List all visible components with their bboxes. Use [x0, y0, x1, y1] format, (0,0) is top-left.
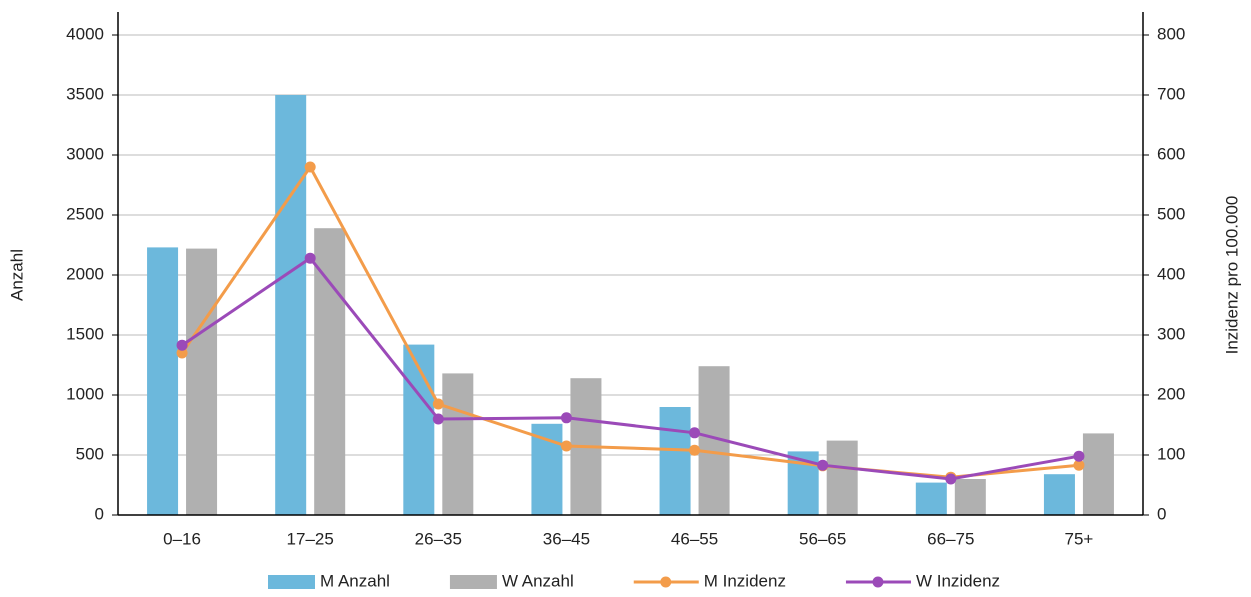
- bar: [186, 248, 218, 515]
- bar: [275, 95, 307, 515]
- y2-tick-label: 100: [1157, 444, 1185, 463]
- y2-tick-label: 300: [1157, 324, 1185, 343]
- y-tick-label: 2000: [66, 264, 104, 283]
- y-tick-label: 500: [76, 444, 104, 463]
- line-point: [176, 347, 188, 359]
- bar: [403, 344, 435, 515]
- bar: [1043, 474, 1075, 515]
- bar: [147, 247, 179, 515]
- y-tick-label: 1000: [66, 384, 104, 403]
- x-tick-label: 26–35: [415, 529, 462, 548]
- y-tick-label: 2500: [66, 204, 104, 223]
- x-tick-label: 0–16: [163, 529, 201, 548]
- line-point: [560, 412, 572, 424]
- y2-tick-label: 800: [1157, 24, 1185, 43]
- bar: [826, 440, 858, 515]
- y-tick-label: 0: [95, 504, 104, 523]
- line-point: [945, 473, 957, 485]
- line-point: [560, 440, 572, 452]
- x-tick-label: 36–45: [543, 529, 590, 548]
- bar: [442, 373, 474, 515]
- x-tick-label: 56–65: [799, 529, 846, 548]
- y2-tick-label: 600: [1157, 144, 1185, 163]
- line-point: [432, 398, 444, 410]
- legend-swatch: [660, 576, 672, 588]
- x-tick-label: 46–55: [671, 529, 718, 548]
- bar: [659, 407, 691, 515]
- legend-swatch: [268, 575, 315, 589]
- line-point: [1073, 459, 1085, 471]
- y2-tick-label: 500: [1157, 204, 1185, 223]
- bar: [915, 482, 947, 515]
- line-point: [432, 413, 444, 425]
- x-tick-label: 17–25: [287, 529, 334, 548]
- y2-tick-label: 0: [1157, 504, 1166, 523]
- bar: [954, 479, 986, 515]
- line-point: [304, 252, 316, 264]
- y-axis-title: Anzahl: [7, 249, 26, 301]
- line-point: [689, 427, 701, 439]
- bar: [314, 228, 346, 515]
- x-tick-label: 75+: [1065, 529, 1094, 548]
- y-tick-label: 4000: [66, 24, 104, 43]
- y2-axis-title: Inzidenz pro 100.000: [1222, 196, 1241, 355]
- line-point: [1073, 450, 1085, 462]
- line-point: [176, 339, 188, 351]
- line-point: [304, 161, 316, 173]
- legend-label: M Inzidenz: [704, 571, 786, 590]
- y-tick-label: 1500: [66, 324, 104, 343]
- y2-tick-label: 400: [1157, 264, 1185, 283]
- legend-swatch: [449, 575, 497, 589]
- legend-label: M Anzahl: [320, 571, 390, 590]
- line: [181, 256, 1080, 481]
- x-tick-label: 66–75: [927, 529, 974, 548]
- legend-label: W Inzidenz: [916, 571, 1000, 590]
- y-tick-label: 3500: [66, 84, 104, 103]
- legend-swatch: [872, 576, 884, 588]
- line-point: [689, 444, 701, 456]
- y2-tick-label: 200: [1157, 384, 1185, 403]
- bar: [1082, 433, 1114, 515]
- line-point: [817, 459, 829, 471]
- legend-label: W Anzahl: [502, 571, 574, 590]
- y2-tick-label: 700: [1157, 84, 1185, 103]
- y-tick-label: 3000: [66, 144, 104, 163]
